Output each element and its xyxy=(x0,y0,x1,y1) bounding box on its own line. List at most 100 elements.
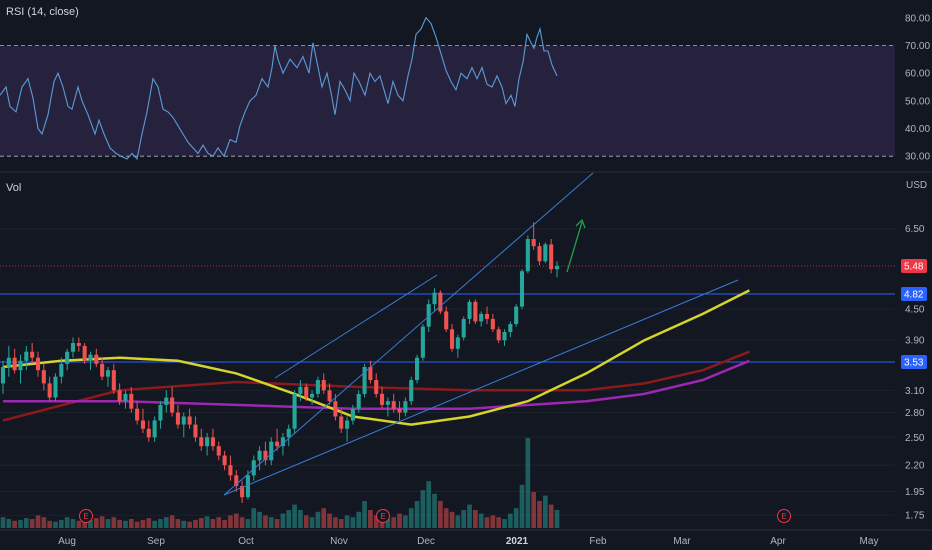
candle-body xyxy=(222,455,227,466)
channel-upper-guide[interactable] xyxy=(274,274,438,379)
currency-label[interactable]: USD xyxy=(906,180,927,191)
volume-bar xyxy=(344,515,350,528)
candle-body xyxy=(339,416,344,429)
volume-label[interactable]: Vol xyxy=(6,182,21,194)
volume-bar xyxy=(484,517,490,528)
candle-body xyxy=(88,354,93,361)
rsi-tick-label: 80.00 xyxy=(905,13,930,24)
earnings-marker-icon xyxy=(79,509,93,523)
time-tick-label: May xyxy=(860,536,879,547)
candle-body xyxy=(47,383,52,398)
price-tick-label: 1.95 xyxy=(905,487,925,498)
candle-body xyxy=(473,301,478,322)
volume-bar xyxy=(490,515,496,528)
candle-body xyxy=(193,424,198,438)
candle-body xyxy=(228,465,233,476)
volume-bar xyxy=(286,510,292,528)
earnings-marker-label: E xyxy=(83,512,88,521)
volume-bar xyxy=(280,513,286,528)
volume-bar xyxy=(216,517,222,528)
volume-bar xyxy=(391,517,397,528)
rsi-label[interactable]: RSI (14, close) xyxy=(6,6,79,18)
volume-bar xyxy=(443,508,449,528)
volume-bar xyxy=(64,517,70,528)
candle-body xyxy=(286,428,291,438)
candle-body xyxy=(117,390,122,402)
volume-bar xyxy=(309,517,315,528)
last-price-tag-bg xyxy=(901,258,927,273)
volume-bar xyxy=(128,519,134,528)
candle-body xyxy=(415,357,420,381)
candle-body xyxy=(310,393,315,398)
level-tag-lower: 3.53 xyxy=(904,357,924,368)
volume-bar xyxy=(496,517,502,528)
candle-body xyxy=(543,244,548,262)
volume-bar xyxy=(554,510,560,528)
volume-bar xyxy=(111,517,117,528)
candle-body xyxy=(345,420,350,429)
time-tick-label: Aug xyxy=(58,536,76,547)
candle-body xyxy=(519,271,525,307)
candlesticks xyxy=(0,222,560,504)
candle-body xyxy=(135,408,140,421)
earnings-marker-icon xyxy=(777,509,791,523)
time-axis[interactable]: Aug Sep Oct Nov Dec 2021 Feb Mar Apr May xyxy=(58,536,878,547)
volume-bar xyxy=(368,510,373,528)
candle-body xyxy=(240,486,245,498)
candle-body xyxy=(484,313,490,319)
candle-body xyxy=(263,450,268,461)
candle-body xyxy=(94,354,99,364)
candle-body xyxy=(426,304,431,327)
candle-body xyxy=(409,380,414,402)
volume-bar xyxy=(455,515,461,528)
volume-bar xyxy=(251,508,257,528)
volume-bar xyxy=(537,501,542,528)
time-tick-label: Mar xyxy=(673,536,691,547)
candle-body xyxy=(554,265,560,270)
candle-body xyxy=(280,437,285,447)
volume-bar xyxy=(245,519,251,528)
candle-body xyxy=(356,393,361,409)
price-pane: Vol 6.50 4.50 3.90 3.10 2.80 2.50 2.20 1.95 1.75… xyxy=(0,172,927,528)
candle-body xyxy=(234,475,239,487)
rsi-band xyxy=(0,45,895,157)
candle-body xyxy=(257,450,262,461)
up-arrow-icon[interactable] xyxy=(566,218,586,273)
volume-bar xyxy=(23,518,29,528)
volume-bar xyxy=(187,521,192,528)
volume-bar xyxy=(210,519,216,528)
rsi-pane: RSI (14, close) 80.00 70.00 60.00 50.00 40.0… xyxy=(0,6,930,163)
volume-bar xyxy=(88,519,93,528)
volume-bar xyxy=(158,519,163,528)
volume-bar xyxy=(321,508,327,528)
candle-body xyxy=(432,292,437,305)
volume-bar xyxy=(228,515,233,528)
volume-bar xyxy=(350,517,356,528)
candle-body xyxy=(350,408,355,421)
price-tick-label: 2.80 xyxy=(905,408,925,419)
volume-bar xyxy=(268,517,274,528)
volume-bar xyxy=(502,519,507,528)
candle-body xyxy=(525,239,530,272)
volume-bar xyxy=(0,517,6,528)
channel-upper-trendline[interactable] xyxy=(223,172,594,496)
candle-body xyxy=(374,380,379,394)
candle-body xyxy=(304,386,309,398)
time-tick-label: Apr xyxy=(770,536,786,547)
candle-body xyxy=(35,357,41,371)
volume-bar xyxy=(420,490,426,528)
candle-body xyxy=(6,357,11,367)
volume-bar xyxy=(175,519,181,528)
volume-bar xyxy=(93,518,99,528)
candle-body xyxy=(82,345,87,361)
candle-body xyxy=(53,376,58,398)
volume-bar xyxy=(105,519,111,528)
candle-body xyxy=(59,363,64,377)
channel-lower-trendline[interactable] xyxy=(223,279,739,496)
volume-bar xyxy=(397,513,402,528)
volume-bar xyxy=(473,510,478,528)
candle-body xyxy=(537,246,542,262)
volume-bar xyxy=(362,501,367,528)
